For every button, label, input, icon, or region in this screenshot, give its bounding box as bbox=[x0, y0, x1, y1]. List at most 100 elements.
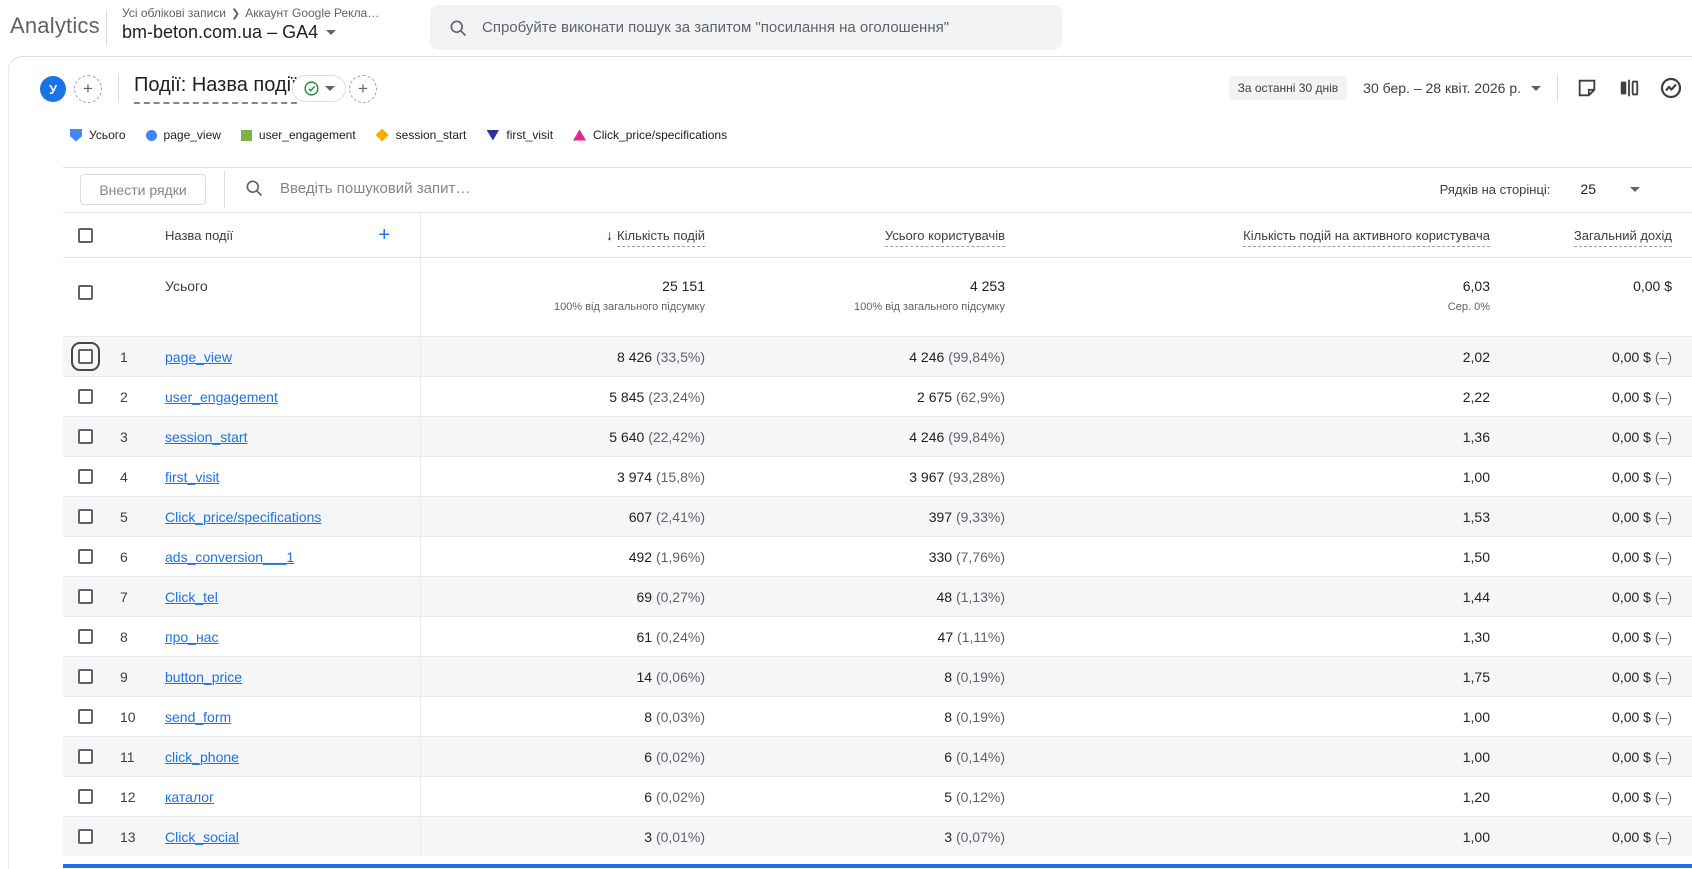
event-name-cell: session_start bbox=[150, 429, 420, 445]
revenue-value: 0,00 $ (–) bbox=[1612, 748, 1672, 765]
legend-label: first_visit bbox=[506, 128, 554, 142]
table-row: 9 button_price 14 (0,06%) 8 (0,19%) 1,75 0,00… bbox=[63, 656, 1692, 696]
event-name-cell: Click_social bbox=[150, 829, 420, 845]
event-count-text: 3 974 (15,8%) bbox=[617, 468, 705, 485]
table-row: 12 каталог 6 (0,02%) 5 (0,12%) 1,20 0,00 $ (–… bbox=[63, 776, 1692, 816]
row-checkbox[interactable] bbox=[78, 789, 93, 804]
row-checkbox-cell bbox=[63, 582, 105, 611]
legend-item: first_visit bbox=[486, 128, 553, 142]
column-header-event-count[interactable]: ↓ Кількість подій bbox=[420, 213, 705, 257]
events-per-user-value: 1,36 bbox=[1462, 428, 1490, 445]
account-breadcrumb[interactable]: Усі облікові записи ❯ Аккаунт Google Рек… bbox=[122, 6, 379, 43]
global-search-input[interactable]: Спробуйте виконати пошук за запитом "пос… bbox=[430, 5, 1062, 50]
total-users-value: 8 (0,19%) bbox=[944, 708, 1005, 725]
events-per-user-value: 1,30 bbox=[1462, 628, 1490, 645]
column-header-total-users[interactable]: Усього користувачів bbox=[705, 227, 1005, 247]
row-checkbox[interactable] bbox=[78, 429, 93, 444]
insights-button[interactable] bbox=[1658, 75, 1684, 101]
rows-per-page-select[interactable]: Рядків на сторінці: 25 bbox=[1440, 181, 1640, 197]
table-row: 1 page_view 8 426 (33,5%) 4 246 (99,84%) 2,0… bbox=[63, 336, 1692, 376]
table-row: 5 Click_price/specifications 607 (2,41%) 39… bbox=[63, 496, 1692, 536]
date-range-selector[interactable]: 30 бер. – 28 квіт. 2026 р. bbox=[1363, 80, 1541, 96]
add-column-icon[interactable]: + bbox=[378, 224, 390, 246]
breadcrumb-current[interactable]: Аккаунт Google Рекла… bbox=[245, 6, 380, 20]
segment-chip-avatar[interactable]: У bbox=[40, 76, 66, 102]
row-checkbox[interactable] bbox=[78, 349, 93, 364]
event-name-cell: send_form bbox=[150, 709, 420, 725]
row-checkbox[interactable] bbox=[78, 749, 93, 764]
event-count-value: 5 845 (23,24%) bbox=[420, 377, 705, 416]
add-metric-button[interactable]: + bbox=[349, 75, 377, 103]
total-users-value: 6 (0,14%) bbox=[944, 748, 1005, 765]
row-index: 11 bbox=[120, 748, 135, 765]
event-name-link[interactable]: про_нас bbox=[165, 628, 219, 645]
revenue-suffix: (–) bbox=[1654, 668, 1672, 685]
event-name-link[interactable]: Click_tel bbox=[165, 588, 218, 605]
comparison-button[interactable] bbox=[1616, 75, 1642, 101]
legend-item: Усього bbox=[70, 128, 126, 142]
row-checkbox[interactable] bbox=[78, 549, 93, 564]
event-name-link[interactable]: session_start bbox=[165, 428, 248, 445]
event-name-link[interactable]: user_engagement bbox=[165, 388, 278, 405]
breadcrumb-root[interactable]: Усі облікові записи bbox=[122, 6, 227, 20]
column-header-total-revenue[interactable]: Загальний дохід bbox=[1490, 227, 1692, 247]
row-checkbox[interactable] bbox=[78, 509, 93, 524]
event-name-cell: click_phone bbox=[150, 749, 420, 765]
event-name-link[interactable]: first_visit bbox=[165, 468, 220, 485]
legend-square-icon bbox=[240, 129, 252, 141]
total-users-percent: (0,12%) bbox=[955, 788, 1005, 805]
event-count-text: 8 (0,03%) bbox=[644, 708, 705, 725]
row-index: 3 bbox=[120, 428, 128, 445]
apply-rows-button[interactable]: Внести рядки bbox=[80, 174, 206, 205]
column-header-event-name[interactable]: Назва події bbox=[165, 227, 234, 243]
legend-tri-up-icon bbox=[573, 129, 587, 141]
event-name-link[interactable]: button_price bbox=[165, 668, 243, 685]
chevron-down-icon bbox=[1630, 186, 1640, 192]
event-name-link[interactable]: page_view bbox=[165, 348, 232, 365]
row-checkbox[interactable] bbox=[78, 629, 93, 644]
notes-button[interactable] bbox=[1574, 75, 1600, 101]
event-name-link[interactable]: click_phone bbox=[165, 748, 239, 765]
totals-event-count: 25 151 100% від загального підсумку bbox=[420, 258, 705, 336]
totals-checkbox[interactable] bbox=[78, 285, 93, 300]
event-name-link[interactable]: Click_social bbox=[165, 828, 239, 845]
total-users-value: 2 675 (62,9%) bbox=[917, 388, 1005, 405]
dimension-valid-dropdown[interactable] bbox=[292, 75, 346, 102]
report-header-actions: За останні 30 днів 30 бер. – 28 квіт. 20… bbox=[1228, 74, 1684, 102]
row-index: 4 bbox=[120, 468, 128, 485]
sort-descending-icon: ↓ bbox=[606, 227, 614, 243]
chevron-down-icon bbox=[325, 86, 335, 91]
table-row: 10 send_form 8 (0,03%) 8 (0,19%) 1,00 0,00 $ … bbox=[63, 696, 1692, 736]
revenue-suffix: (–) bbox=[1654, 548, 1672, 565]
events-table: Назва події + ↓ Кількість подій Усього ко… bbox=[63, 212, 1692, 856]
table-search-input[interactable]: Введіть пошуковий запит… bbox=[244, 178, 470, 198]
row-checkbox[interactable] bbox=[78, 709, 93, 724]
checkbox-wrapper bbox=[71, 502, 100, 531]
column-header-events-per-user[interactable]: Кількість подій на активного користувача bbox=[1005, 227, 1490, 247]
row-checkbox[interactable] bbox=[78, 829, 93, 844]
row-checkbox[interactable] bbox=[78, 469, 93, 484]
event-name-link[interactable]: send_form bbox=[165, 708, 232, 725]
report-title-dimension[interactable]: Події: Назва події bbox=[134, 74, 297, 104]
revenue-suffix: (–) bbox=[1654, 708, 1672, 725]
select-all-checkbox[interactable] bbox=[78, 227, 93, 243]
checkbox-wrapper bbox=[71, 462, 100, 491]
property-name[interactable]: bm-beton.com.ua – GA4 bbox=[122, 22, 319, 42]
event-name-link[interactable]: каталог bbox=[165, 788, 215, 805]
events-per-user-value: 1,00 bbox=[1462, 708, 1490, 725]
checkbox-wrapper bbox=[71, 822, 100, 851]
checkbox-wrapper bbox=[71, 542, 100, 571]
event-name-link[interactable]: ads_conversion___1 bbox=[165, 548, 295, 565]
row-checkbox[interactable] bbox=[78, 669, 93, 684]
event-name-cell: button_price bbox=[150, 669, 420, 685]
events-per-user-value: 1,20 bbox=[1462, 788, 1490, 805]
row-checkbox[interactable] bbox=[78, 389, 93, 404]
table-row: 6 ads_conversion___1 492 (1,96%) 330 (7,76%… bbox=[63, 536, 1692, 576]
add-comparison-button[interactable]: + bbox=[74, 75, 102, 103]
event-name-link[interactable]: Click_price/specifications bbox=[165, 508, 322, 525]
legend-label: page_view bbox=[163, 128, 221, 142]
row-checkbox[interactable] bbox=[78, 589, 93, 604]
revenue-value: 0,00 $ (–) bbox=[1612, 788, 1672, 805]
event-count-text: 61 (0,24%) bbox=[636, 628, 706, 645]
